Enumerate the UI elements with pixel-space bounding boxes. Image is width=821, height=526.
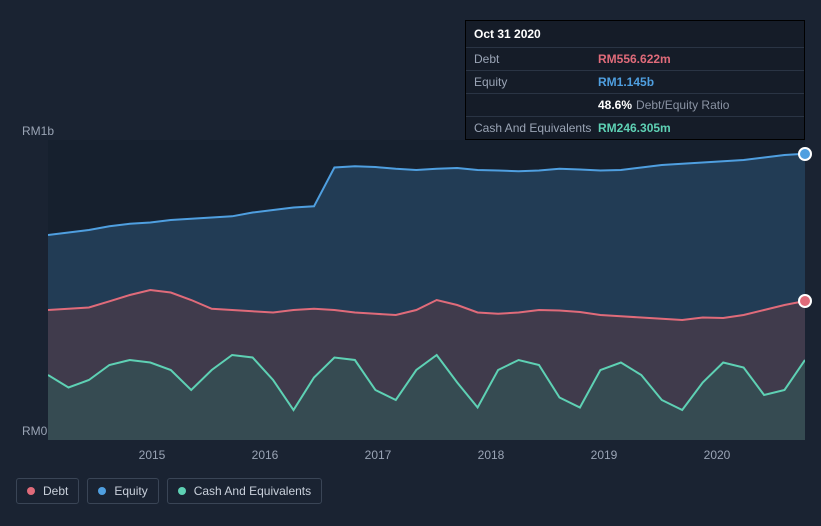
y-axis-label-bottom: RM0 bbox=[22, 424, 47, 438]
legend-label: Cash And Equivalents bbox=[194, 484, 311, 498]
legend: Debt Equity Cash And Equivalents bbox=[16, 478, 322, 504]
tooltip-row: Cash And EquivalentsRM246.305m bbox=[466, 117, 804, 139]
tooltip-date: Oct 31 2020 bbox=[466, 21, 804, 48]
series-end-marker bbox=[798, 147, 812, 161]
legend-dot-icon bbox=[178, 487, 186, 495]
plot-svg bbox=[48, 140, 805, 440]
legend-label: Debt bbox=[43, 484, 68, 498]
x-axis-tick: 2018 bbox=[478, 448, 505, 462]
tooltip-row-label bbox=[474, 98, 598, 112]
tooltip-row-value: RM556.622m bbox=[598, 52, 671, 66]
legend-item[interactable]: Cash And Equivalents bbox=[167, 478, 322, 504]
x-axis-tick: 2019 bbox=[591, 448, 618, 462]
tooltip-row: EquityRM1.145b bbox=[466, 71, 804, 94]
x-axis-tick: 2020 bbox=[704, 448, 731, 462]
x-axis-tick: 2016 bbox=[252, 448, 279, 462]
legend-item[interactable]: Equity bbox=[87, 478, 158, 504]
legend-item[interactable]: Debt bbox=[16, 478, 79, 504]
tooltip-row-value: RM1.145b bbox=[598, 75, 654, 89]
tooltip-row-value: 48.6%Debt/Equity Ratio bbox=[598, 98, 729, 112]
series-end-marker bbox=[798, 294, 812, 308]
legend-dot-icon bbox=[98, 487, 106, 495]
tooltip: Oct 31 2020 DebtRM556.622mEquityRM1.145b… bbox=[465, 20, 805, 140]
tooltip-row: DebtRM556.622m bbox=[466, 48, 804, 71]
tooltip-row-sub: Debt/Equity Ratio bbox=[636, 98, 729, 112]
chart-plot[interactable] bbox=[48, 140, 805, 440]
tooltip-row-value: RM246.305m bbox=[598, 121, 671, 135]
tooltip-row-label: Equity bbox=[474, 75, 598, 89]
chart-container: { "chart": { "type": "area", "background… bbox=[0, 0, 821, 526]
legend-label: Equity bbox=[114, 484, 147, 498]
x-axis-tick: 2017 bbox=[365, 448, 392, 462]
tooltip-row: 48.6%Debt/Equity Ratio bbox=[466, 94, 804, 117]
y-axis-label-top: RM1b bbox=[22, 124, 54, 138]
x-axis-tick: 2015 bbox=[139, 448, 166, 462]
legend-dot-icon bbox=[27, 487, 35, 495]
tooltip-row-label: Cash And Equivalents bbox=[474, 121, 598, 135]
tooltip-row-label: Debt bbox=[474, 52, 598, 66]
